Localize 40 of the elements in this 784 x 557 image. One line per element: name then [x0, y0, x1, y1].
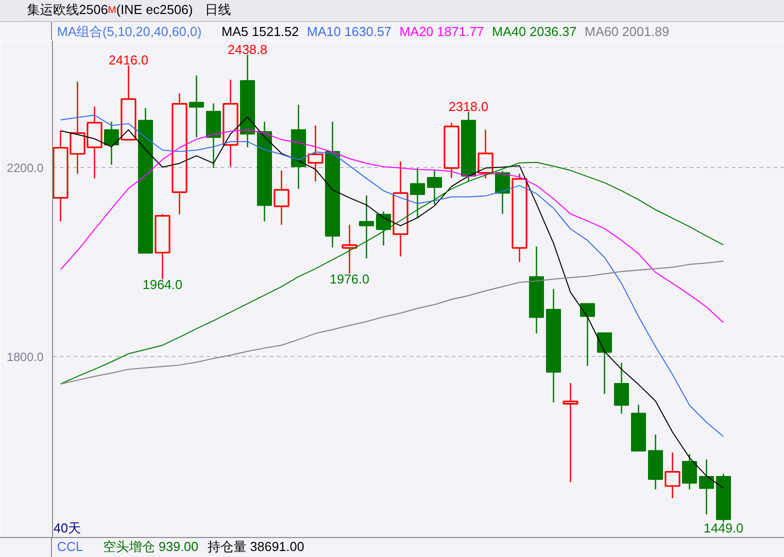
candlestick: [274, 170, 290, 226]
text: CCL: [57, 538, 84, 556]
y-tick-label: 2200.0: [6, 161, 44, 176]
line-series: [60, 129, 724, 324]
annotation: 1964.0: [142, 277, 182, 292]
candlestick: [562, 382, 578, 483]
text: MA40 2036.37: [492, 22, 577, 41]
candlestick: [546, 288, 561, 404]
annotation: 2416.0: [108, 52, 148, 68]
candlestick: [240, 54, 255, 148]
text: MA10 1630.57: [306, 22, 392, 41]
annotation: 2438.8: [228, 42, 268, 57]
annotation: 1449.0: [704, 520, 744, 536]
candlestick: [257, 121, 272, 222]
annotation: 40天: [54, 520, 81, 536]
line-series: [60, 260, 724, 384]
candlestick: [222, 79, 238, 168]
candlestick: [172, 92, 188, 216]
annotation: 1976.0: [330, 271, 370, 286]
candlestick: [699, 458, 714, 515]
candlestick: [648, 434, 663, 490]
y-tick-label: 1800.0: [6, 350, 44, 364]
text: MA60 2001.89: [584, 22, 670, 41]
chart-subtitle: 日线: [204, 1, 231, 20]
text: MA20 1871.77: [399, 22, 484, 41]
text: MA5 1521.52: [222, 22, 299, 41]
candlestick: [342, 224, 358, 274]
candlestick: [308, 124, 324, 182]
text: 空头增仓 939.00: [103, 538, 198, 556]
candlestick: [410, 167, 425, 219]
annotation: 2318.0: [448, 98, 488, 114]
candlestick: [189, 74, 204, 138]
text: 持仓量 38691.00: [207, 538, 304, 556]
candlestick: [529, 246, 544, 334]
candlestick: [359, 194, 374, 259]
candlestick: [291, 104, 306, 190]
legend-title: MA组合(5,10,20,40,60,0): [57, 22, 202, 41]
candlestick: [664, 452, 680, 499]
candlestick: [325, 121, 340, 248]
candlestick: [392, 160, 408, 258]
